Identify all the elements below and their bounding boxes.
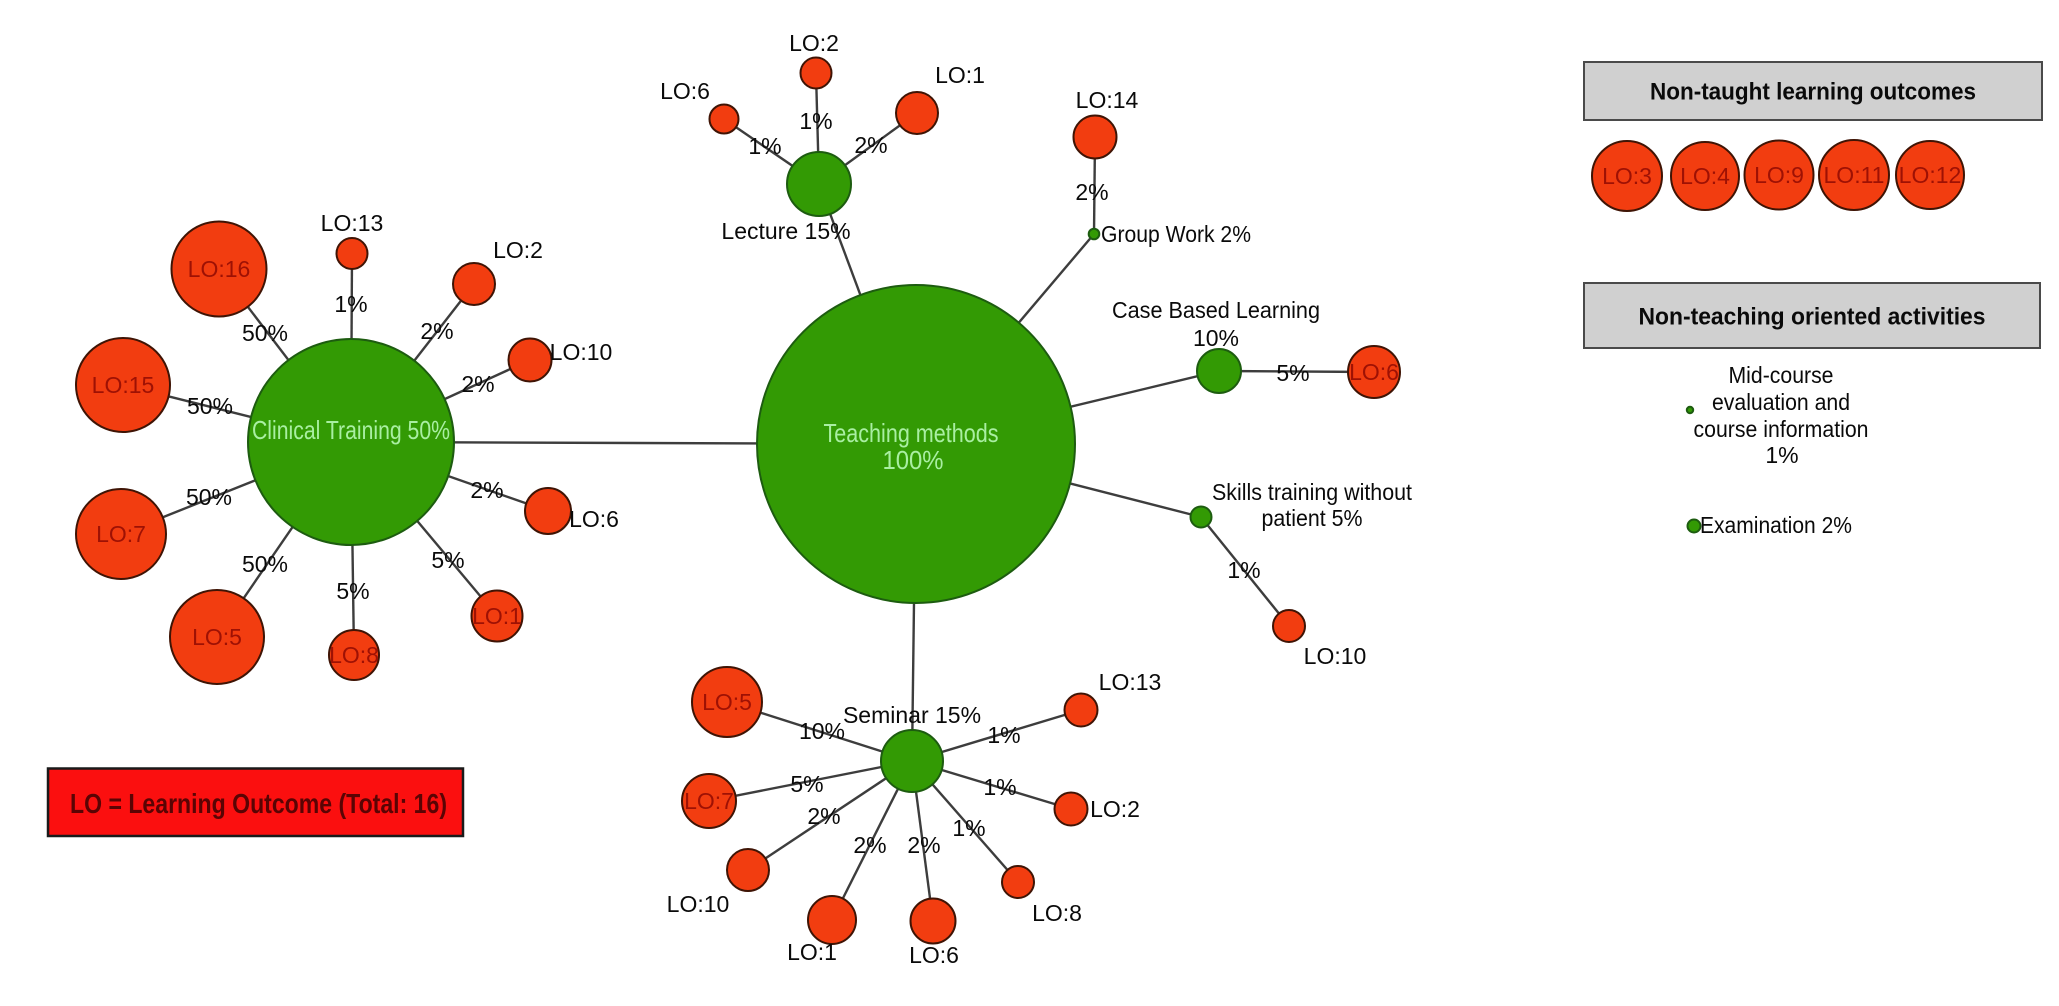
svg-text:LO:8: LO:8	[329, 642, 379, 668]
svg-text:LO:1: LO:1	[935, 62, 985, 88]
svg-text:1%: 1%	[983, 774, 1016, 800]
svg-text:Clinical Training 50%: Clinical Training 50%	[252, 415, 450, 445]
svg-text:LO:15: LO:15	[92, 372, 155, 398]
svg-text:5%: 5%	[336, 578, 369, 604]
svg-text:LO:10: LO:10	[1304, 643, 1367, 669]
svg-text:LO:7: LO:7	[96, 521, 146, 547]
svg-text:2%: 2%	[807, 803, 840, 829]
svg-text:Non-teaching oriented activiti: Non-teaching oriented activities	[1639, 303, 1986, 330]
svg-text:LO:7: LO:7	[684, 788, 734, 814]
svg-text:Lecture 15%: Lecture 15%	[721, 218, 850, 244]
svg-text:LO:6: LO:6	[660, 78, 710, 104]
svg-text:LO:13: LO:13	[1099, 669, 1162, 695]
svg-text:1%: 1%	[1765, 442, 1798, 468]
svg-text:2%: 2%	[470, 477, 503, 503]
svg-text:10%: 10%	[1193, 325, 1239, 351]
svg-text:Group Work 2%: Group Work 2%	[1101, 221, 1251, 247]
svg-text:2%: 2%	[420, 318, 453, 344]
svg-text:LO:13: LO:13	[321, 210, 384, 236]
svg-text:LO:10: LO:10	[667, 891, 730, 917]
svg-text:1%: 1%	[334, 291, 367, 317]
svg-text:1%: 1%	[1227, 557, 1260, 583]
svg-text:patient 5%: patient 5%	[1262, 505, 1363, 531]
svg-text:2%: 2%	[853, 832, 886, 858]
svg-text:LO:8: LO:8	[1032, 900, 1082, 926]
svg-text:50%: 50%	[242, 320, 288, 346]
svg-text:2%: 2%	[1075, 179, 1108, 205]
svg-text:evaluation and: evaluation and	[1712, 389, 1850, 415]
svg-text:5%: 5%	[431, 547, 464, 573]
svg-text:LO:1: LO:1	[472, 603, 522, 629]
svg-text:1%: 1%	[748, 133, 781, 159]
svg-text:LO:1: LO:1	[787, 939, 837, 965]
svg-text:10%: 10%	[799, 718, 845, 744]
svg-text:LO:3: LO:3	[1602, 163, 1652, 189]
svg-text:50%: 50%	[187, 393, 233, 419]
svg-text:LO = Learning Outcome (Total:: LO = Learning Outcome (Total: 16)	[70, 788, 447, 819]
svg-text:2%: 2%	[461, 371, 494, 397]
svg-text:LO:2: LO:2	[789, 30, 839, 56]
svg-text:50%: 50%	[186, 484, 232, 510]
svg-text:1%: 1%	[952, 815, 985, 841]
svg-text:LO:14: LO:14	[1076, 87, 1139, 113]
svg-text:LO:2: LO:2	[493, 237, 543, 263]
svg-text:course information: course information	[1694, 416, 1869, 442]
svg-text:LO:10: LO:10	[550, 339, 613, 365]
svg-text:Non-taught learning outcomes: Non-taught learning outcomes	[1650, 78, 1976, 105]
svg-text:1%: 1%	[987, 722, 1020, 748]
svg-text:LO:6: LO:6	[569, 506, 619, 532]
svg-text:2%: 2%	[907, 832, 940, 858]
svg-text:LO:11: LO:11	[1824, 162, 1885, 188]
svg-text:2%: 2%	[854, 132, 887, 158]
svg-text:Case Based Learning: Case Based Learning	[1112, 297, 1320, 323]
svg-text:Skills training without: Skills training without	[1212, 479, 1413, 505]
svg-text:Examination 2%: Examination 2%	[1700, 512, 1852, 538]
svg-text:50%: 50%	[242, 551, 288, 577]
svg-text:Mid-course: Mid-course	[1729, 362, 1834, 388]
svg-text:5%: 5%	[790, 771, 823, 797]
svg-text:LO:5: LO:5	[192, 624, 242, 650]
svg-text:LO:5: LO:5	[702, 689, 752, 715]
svg-text:Seminar 15%: Seminar 15%	[843, 702, 981, 728]
svg-text:LO:4: LO:4	[1680, 163, 1730, 189]
svg-text:LO:6: LO:6	[909, 942, 959, 968]
svg-text:1%: 1%	[799, 108, 832, 134]
svg-text:5%: 5%	[1276, 360, 1309, 386]
svg-text:100%: 100%	[883, 445, 944, 475]
svg-text:LO:9: LO:9	[1754, 162, 1804, 188]
svg-text:LO:12: LO:12	[1899, 162, 1962, 188]
svg-text:Teaching methods: Teaching methods	[824, 418, 999, 448]
svg-text:LO:6: LO:6	[1349, 359, 1399, 385]
svg-text:LO:2: LO:2	[1090, 796, 1140, 822]
svg-text:LO:16: LO:16	[188, 256, 251, 282]
